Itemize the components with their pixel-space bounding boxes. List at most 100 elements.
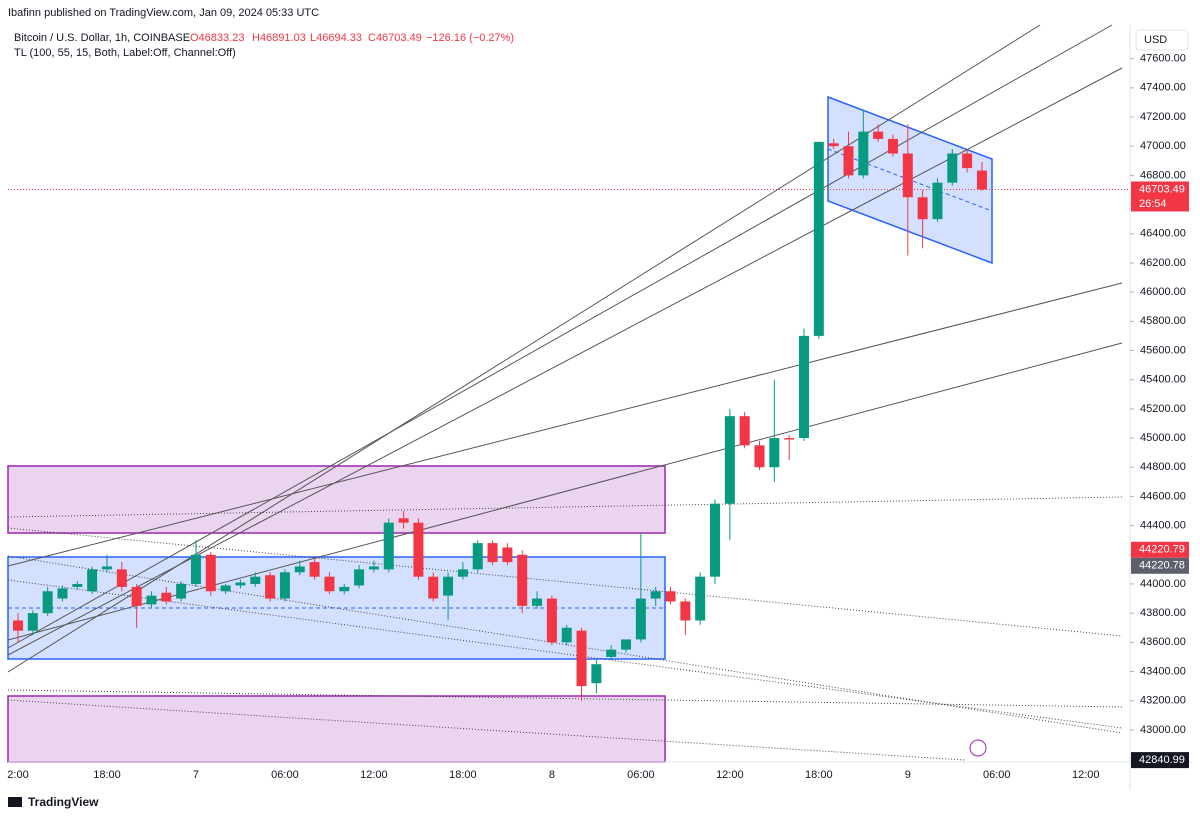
candle-body bbox=[976, 170, 987, 190]
candle-body bbox=[190, 554, 201, 584]
zone bbox=[7, 695, 666, 763]
y-tick-label: 44400.00 bbox=[1140, 520, 1186, 532]
change: −126.16 (−0.27%) bbox=[426, 32, 514, 44]
y-tick-label: 44000.00 bbox=[1140, 578, 1186, 590]
y-tick-label: 45800.00 bbox=[1140, 315, 1186, 327]
y-tick-label: 44800.00 bbox=[1140, 461, 1186, 473]
symbol: Bitcoin / U.S. Dollar, 1h, COINBASE bbox=[14, 32, 190, 44]
candle-body bbox=[576, 630, 587, 687]
candle-body bbox=[250, 576, 261, 584]
candle-body bbox=[517, 554, 528, 606]
x-tick-label: 18:00 bbox=[805, 769, 833, 781]
candle-body bbox=[176, 583, 187, 599]
x-tick-label: 06:00 bbox=[627, 769, 655, 781]
candle-body bbox=[265, 575, 276, 599]
candle-body bbox=[294, 566, 305, 573]
candle-body bbox=[887, 138, 898, 154]
price-tag-label: 46703.49 bbox=[1139, 183, 1185, 195]
y-tick-label: 44600.00 bbox=[1140, 490, 1186, 502]
currency[interactable]: USD bbox=[1144, 34, 1167, 46]
candle-body bbox=[932, 182, 943, 220]
candle-body bbox=[205, 554, 216, 592]
y-tick-label: 47200.00 bbox=[1140, 111, 1186, 123]
drawings bbox=[7, 24, 1123, 763]
candle-body bbox=[858, 131, 869, 176]
candle-body bbox=[561, 627, 572, 643]
x-tick-label: 06:00 bbox=[983, 769, 1011, 781]
x-tick-label: 9 bbox=[905, 769, 911, 781]
candle-body bbox=[754, 445, 765, 468]
price-tag bbox=[1131, 752, 1189, 769]
candle-body bbox=[339, 586, 350, 592]
candle-body bbox=[87, 569, 98, 592]
candle-body bbox=[13, 620, 23, 631]
candle-body bbox=[279, 572, 290, 599]
candle-body bbox=[813, 141, 824, 336]
candle-body bbox=[606, 649, 617, 657]
ohlc: O46833.23 bbox=[190, 32, 244, 44]
candle-body bbox=[695, 576, 706, 621]
candle-body bbox=[546, 598, 557, 643]
candle-body bbox=[843, 146, 854, 176]
price-tag bbox=[1131, 181, 1189, 198]
candle-body bbox=[57, 588, 68, 599]
candle-body bbox=[680, 601, 691, 621]
candle-body bbox=[457, 569, 468, 577]
x-tick-label: 18:00 bbox=[93, 769, 121, 781]
x-tick-label: 12:00 bbox=[716, 769, 744, 781]
trend-lines bbox=[7, 24, 1123, 673]
published: Ibafinn published on TradingView.com, Ja… bbox=[8, 7, 319, 19]
candle-body bbox=[487, 543, 498, 563]
indicator: TL (100, 55, 15, Both, Label:Off, Channe… bbox=[14, 47, 236, 59]
price-tag bbox=[1131, 557, 1189, 574]
y-tick-label: 43800.00 bbox=[1140, 607, 1186, 619]
alert-icon[interactable] bbox=[969, 739, 987, 757]
countdown: 26:54 bbox=[1139, 198, 1167, 210]
ohlc: H46891.03 bbox=[252, 32, 306, 44]
candle-body bbox=[72, 583, 83, 587]
candle-body bbox=[27, 613, 38, 631]
candle-body bbox=[724, 416, 735, 504]
candle-body bbox=[532, 598, 543, 606]
candle-body bbox=[309, 562, 320, 577]
y-tick-label: 43600.00 bbox=[1140, 636, 1186, 648]
y-tick-label: 47600.00 bbox=[1140, 53, 1186, 65]
countdown-box bbox=[1131, 196, 1189, 212]
candle-body bbox=[798, 335, 809, 439]
y-tick-label: 43400.00 bbox=[1140, 665, 1186, 677]
y-tick-label: 46000.00 bbox=[1140, 286, 1186, 298]
footer: TradingView bbox=[28, 795, 99, 809]
candle-body bbox=[220, 585, 231, 592]
candle-body bbox=[398, 518, 409, 523]
candle-body bbox=[131, 586, 142, 606]
candle-body bbox=[235, 582, 246, 586]
currency-box[interactable] bbox=[1135, 29, 1189, 51]
candle-body bbox=[962, 153, 973, 169]
y-tick-label: 45400.00 bbox=[1140, 374, 1186, 386]
candle-body bbox=[42, 591, 53, 614]
price-tag-label: 44220.79 bbox=[1139, 544, 1185, 556]
candle-body bbox=[635, 598, 646, 640]
y-tick-label: 43200.00 bbox=[1140, 695, 1186, 707]
candle-body bbox=[769, 438, 780, 468]
candle-body bbox=[873, 131, 884, 139]
candle-body bbox=[710, 503, 721, 577]
price-tag-label: 42840.99 bbox=[1139, 754, 1185, 766]
candle-body bbox=[828, 143, 839, 147]
x-tick-label: 8 bbox=[549, 769, 555, 781]
candle-body bbox=[354, 569, 365, 586]
y-tick-label: 46800.00 bbox=[1140, 169, 1186, 181]
x-tick-label: 12:00 bbox=[360, 769, 388, 781]
candle-body bbox=[739, 416, 750, 446]
dotted-lines bbox=[7, 496, 1123, 761]
candle-body bbox=[368, 566, 379, 570]
y-tick-label: 43000.00 bbox=[1140, 724, 1186, 736]
y-tick-label: 47400.00 bbox=[1140, 82, 1186, 94]
candle-body bbox=[443, 576, 454, 596]
candle-body bbox=[784, 438, 795, 440]
ohlc: C46703.49 bbox=[368, 32, 422, 44]
x-tick-label: 12:00 bbox=[1072, 769, 1100, 781]
candle-body bbox=[621, 639, 632, 650]
y-tick-label: 45200.00 bbox=[1140, 403, 1186, 415]
